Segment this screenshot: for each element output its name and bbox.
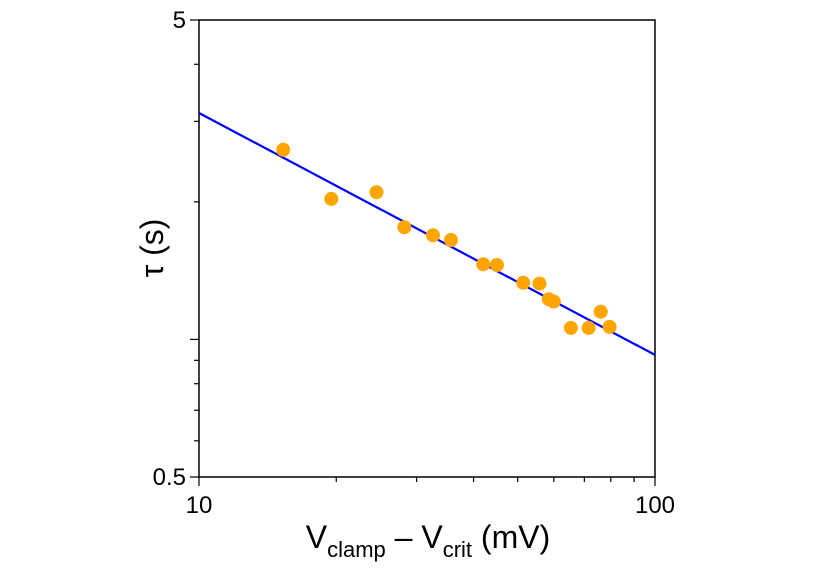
data-point <box>546 294 561 309</box>
y-tick-label: 0.5 <box>153 464 186 491</box>
data-point <box>489 258 504 272</box>
data-point <box>532 276 547 291</box>
data-points <box>276 142 617 335</box>
y-tick-label: 5 <box>173 7 186 34</box>
data-point <box>444 233 458 247</box>
data-point <box>369 185 384 200</box>
plot-frame <box>198 19 656 478</box>
data-point <box>581 320 596 335</box>
data-point <box>593 304 608 319</box>
data-point <box>476 257 491 272</box>
data-point <box>602 319 617 334</box>
data-point <box>397 220 412 235</box>
x-tick-label: 100 <box>635 492 675 519</box>
data-point <box>426 228 440 243</box>
x-axis-title: Vclamp – Vcrit (mV) <box>306 519 550 562</box>
axis-ticks: 0.5 5 10 100 <box>153 7 675 519</box>
x-tick-label: 10 <box>186 492 213 519</box>
data-point <box>563 320 578 335</box>
y-axis-title: τ (s) <box>134 219 170 278</box>
data-point <box>516 275 531 290</box>
data-point <box>324 191 339 206</box>
data-point <box>276 142 291 157</box>
plot-area <box>198 19 656 478</box>
